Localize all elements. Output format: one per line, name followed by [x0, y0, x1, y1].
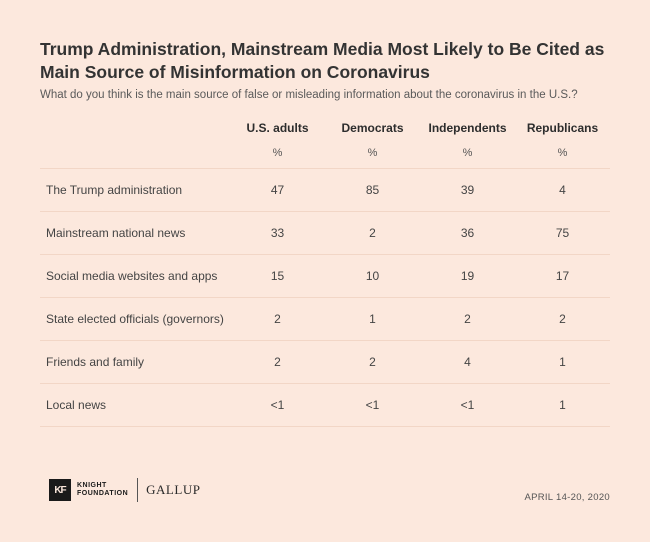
table-cell: 2	[230, 340, 325, 384]
table-row: Mainstream national news 33 2 36 75	[40, 211, 610, 255]
unit-label: %	[325, 138, 420, 169]
logo-divider	[137, 478, 139, 502]
table-row: Local news <1 <1 <1 1	[40, 383, 610, 427]
column-header: Independents	[428, 121, 507, 135]
row-label: Mainstream national news	[40, 211, 230, 255]
knight-foundation-wordmark: KNIGHT FOUNDATION	[77, 482, 129, 497]
unit-label: %	[420, 138, 515, 169]
row-label: The Trump administration	[40, 168, 230, 212]
table-cell: 39	[420, 168, 515, 212]
table-cell: 1	[515, 383, 610, 427]
row-label: Friends and family	[40, 340, 230, 384]
chart-title: Trump Administration, Mainstream Media M…	[40, 39, 605, 82]
table-cell: 1	[515, 340, 610, 384]
table-row: Social media websites and apps 15 10 19 …	[40, 254, 610, 298]
footer-logos: KF KNIGHT FOUNDATION GALLUP	[49, 478, 200, 502]
table-cell: 47	[230, 168, 325, 212]
table-row: The Trump administration 47 85 39 4	[40, 168, 610, 212]
unit-label: %	[515, 138, 610, 169]
table-cell: 19	[420, 254, 515, 298]
table-cell: <1	[420, 383, 515, 427]
table-cell: <1	[325, 383, 420, 427]
unit-label: %	[230, 138, 325, 169]
table-cell: 85	[325, 168, 420, 212]
table-cell: 2	[325, 340, 420, 384]
table-cell: 4	[420, 340, 515, 384]
table-cell: 2	[325, 211, 420, 255]
unit-row: % % % %	[40, 138, 610, 169]
table-row: State elected officials (governors) 2 1 …	[40, 297, 610, 341]
results-table: U.S. adults Democrats Independents Repub…	[40, 118, 610, 427]
table-cell: 2	[230, 297, 325, 341]
row-label: State elected officials (governors)	[40, 297, 230, 341]
table-cell: 1	[325, 297, 420, 341]
header-row: U.S. adults Democrats Independents Repub…	[40, 118, 610, 138]
table-cell: 15	[230, 254, 325, 298]
table-cell: 10	[325, 254, 420, 298]
table-cell: 2	[515, 297, 610, 341]
gallup-logo: GALLUP	[146, 482, 201, 497]
table-cell: 33	[230, 211, 325, 255]
table-cell: 75	[515, 211, 610, 255]
column-header: Democrats	[341, 121, 404, 135]
row-label: Social media websites and apps	[40, 254, 230, 298]
table-cell: 2	[420, 297, 515, 341]
table-cell: <1	[230, 383, 325, 427]
row-label-header	[40, 118, 230, 138]
table-row: Friends and family 2 2 4 1	[40, 340, 610, 384]
table-cell: 4	[515, 168, 610, 212]
knight-foundation-logo-icon: KF	[49, 479, 71, 501]
column-header: Republicans	[526, 121, 599, 135]
survey-date: APRIL 14-20, 2020	[524, 492, 610, 503]
table-cell: 17	[515, 254, 610, 298]
question-text: What do you think is the main source of …	[40, 89, 578, 101]
row-label: Local news	[40, 383, 230, 427]
table-cell: 36	[420, 211, 515, 255]
column-header: U.S. adults	[246, 121, 309, 135]
